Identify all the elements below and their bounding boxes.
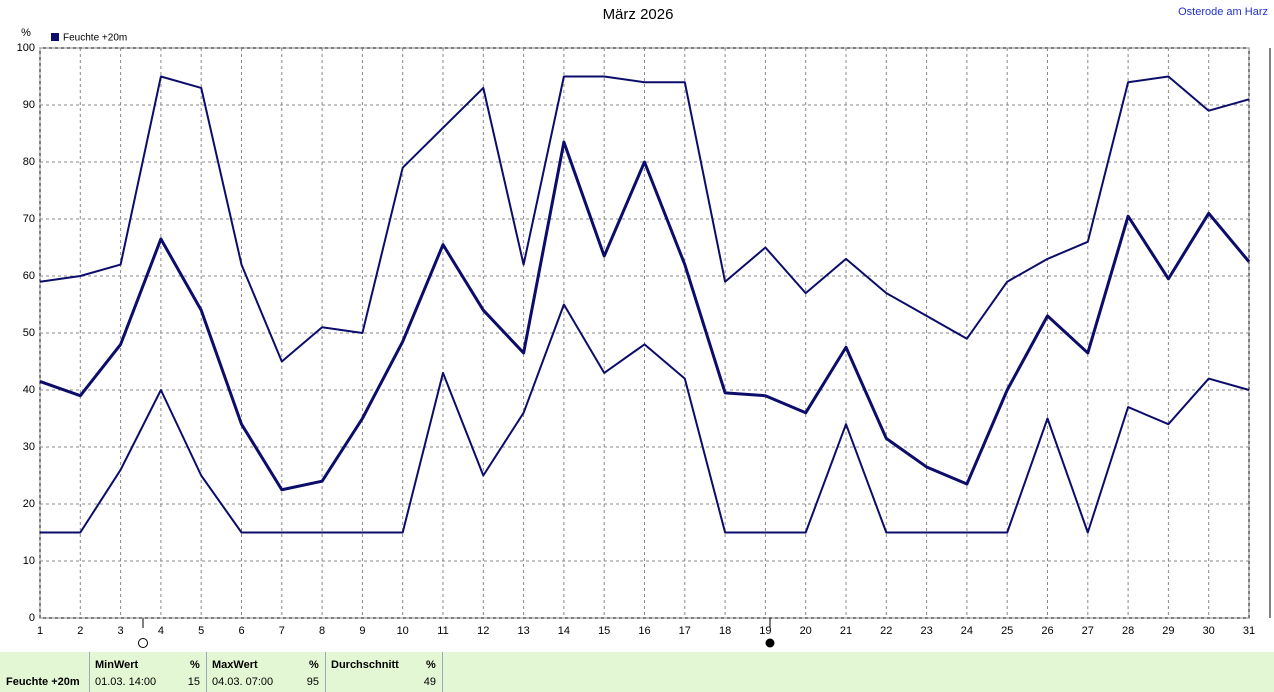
x-tick-label: 18: [719, 625, 731, 637]
max-value: 95: [306, 676, 319, 688]
x-tick-label: 17: [679, 625, 691, 637]
y-tick-label: 80: [23, 156, 35, 168]
summary: Feuchte +20m MinWert % 01.03. 14:00 15 M…: [0, 652, 1274, 692]
min-cell: MinWert % 01.03. 14:00 15: [89, 652, 206, 692]
y-tick-label: 0: [29, 612, 35, 624]
legend-label: Feuchte +20m: [63, 33, 127, 44]
x-tick-label: 28: [1122, 625, 1134, 637]
min-unit: %: [190, 659, 200, 671]
y-tick-label: 50: [23, 327, 35, 339]
y-tick-label: 70: [23, 213, 35, 225]
series-line: [40, 303, 1250, 534]
x-tick-label: 29: [1162, 625, 1174, 637]
x-tick-label: 6: [238, 625, 244, 637]
x-tick-label: 3: [118, 625, 124, 637]
x-tick-label: 31: [1243, 625, 1255, 637]
x-tick-label: 27: [1082, 625, 1094, 637]
chart: März 2026 Osterode am Harz % Feuchte +20…: [17, 6, 1271, 648]
max-cell: MaxWert % 04.03. 07:00 95: [206, 652, 325, 692]
y-tick-label: 10: [23, 555, 35, 567]
x-tick-label: 2: [77, 625, 83, 637]
location: Osterode am Harz: [1178, 6, 1268, 18]
min-value: 15: [187, 676, 200, 688]
y-tick-label: 30: [23, 441, 35, 453]
y-tick-label: 20: [23, 498, 35, 510]
x-tick-label: 10: [397, 625, 409, 637]
x-tick-label: 25: [1001, 625, 1013, 637]
x-tick-label: 1: [37, 625, 43, 637]
x-tick-label: 12: [477, 625, 489, 637]
series-line: [39, 75, 1250, 363]
x-tick-label: 13: [517, 625, 529, 637]
min-header: MinWert: [95, 659, 139, 671]
y-tick-label: 100: [17, 42, 35, 54]
avg-unit: %: [426, 659, 436, 671]
x-tick-label: 22: [880, 625, 892, 637]
full-moon: [765, 638, 775, 648]
max-unit: %: [309, 659, 319, 671]
x-tick-label: 11: [437, 625, 448, 637]
x-tick-label: 14: [558, 625, 570, 637]
min-date: 01.03. 14:00: [95, 676, 157, 688]
x-tick-label: 26: [1041, 625, 1053, 637]
x-tick-label: 9: [359, 625, 365, 637]
x-tick-label: 15: [598, 625, 610, 637]
x-tick-label: 24: [961, 625, 973, 637]
y-unit: %: [21, 27, 31, 39]
x-tick-label: 20: [800, 625, 812, 637]
max-header: MaxWert: [212, 659, 258, 671]
x-tick-label: 16: [638, 625, 650, 637]
avg-header: Durchschnitt: [331, 659, 399, 671]
x-tick-label: 7: [279, 625, 285, 637]
x-tick-label: 5: [198, 625, 204, 637]
chart-title: März 2026: [603, 6, 674, 23]
x-tick-label: 23: [920, 625, 932, 637]
new-moon: [138, 638, 148, 648]
max-date: 04.03. 07:00: [212, 676, 274, 688]
legend-swatch: [51, 33, 59, 41]
x-tick-label: 21: [840, 625, 852, 637]
avg-value: 49: [423, 676, 436, 688]
y-tick-label: 90: [23, 99, 35, 111]
y-tick-label: 60: [23, 270, 35, 282]
summary-label: Feuchte +20m: [6, 676, 80, 688]
x-tick-label: 4: [158, 625, 164, 637]
y-tick-label: 40: [23, 384, 35, 396]
x-tick-label: 8: [319, 625, 325, 637]
x-tick-label: 19: [759, 625, 771, 637]
avg-cell: Durchschnitt % 49: [325, 652, 443, 692]
x-tick-label: 30: [1203, 625, 1215, 637]
summary-label-text: Feuchte +20m: [6, 676, 80, 688]
series-line: [39, 140, 1251, 492]
